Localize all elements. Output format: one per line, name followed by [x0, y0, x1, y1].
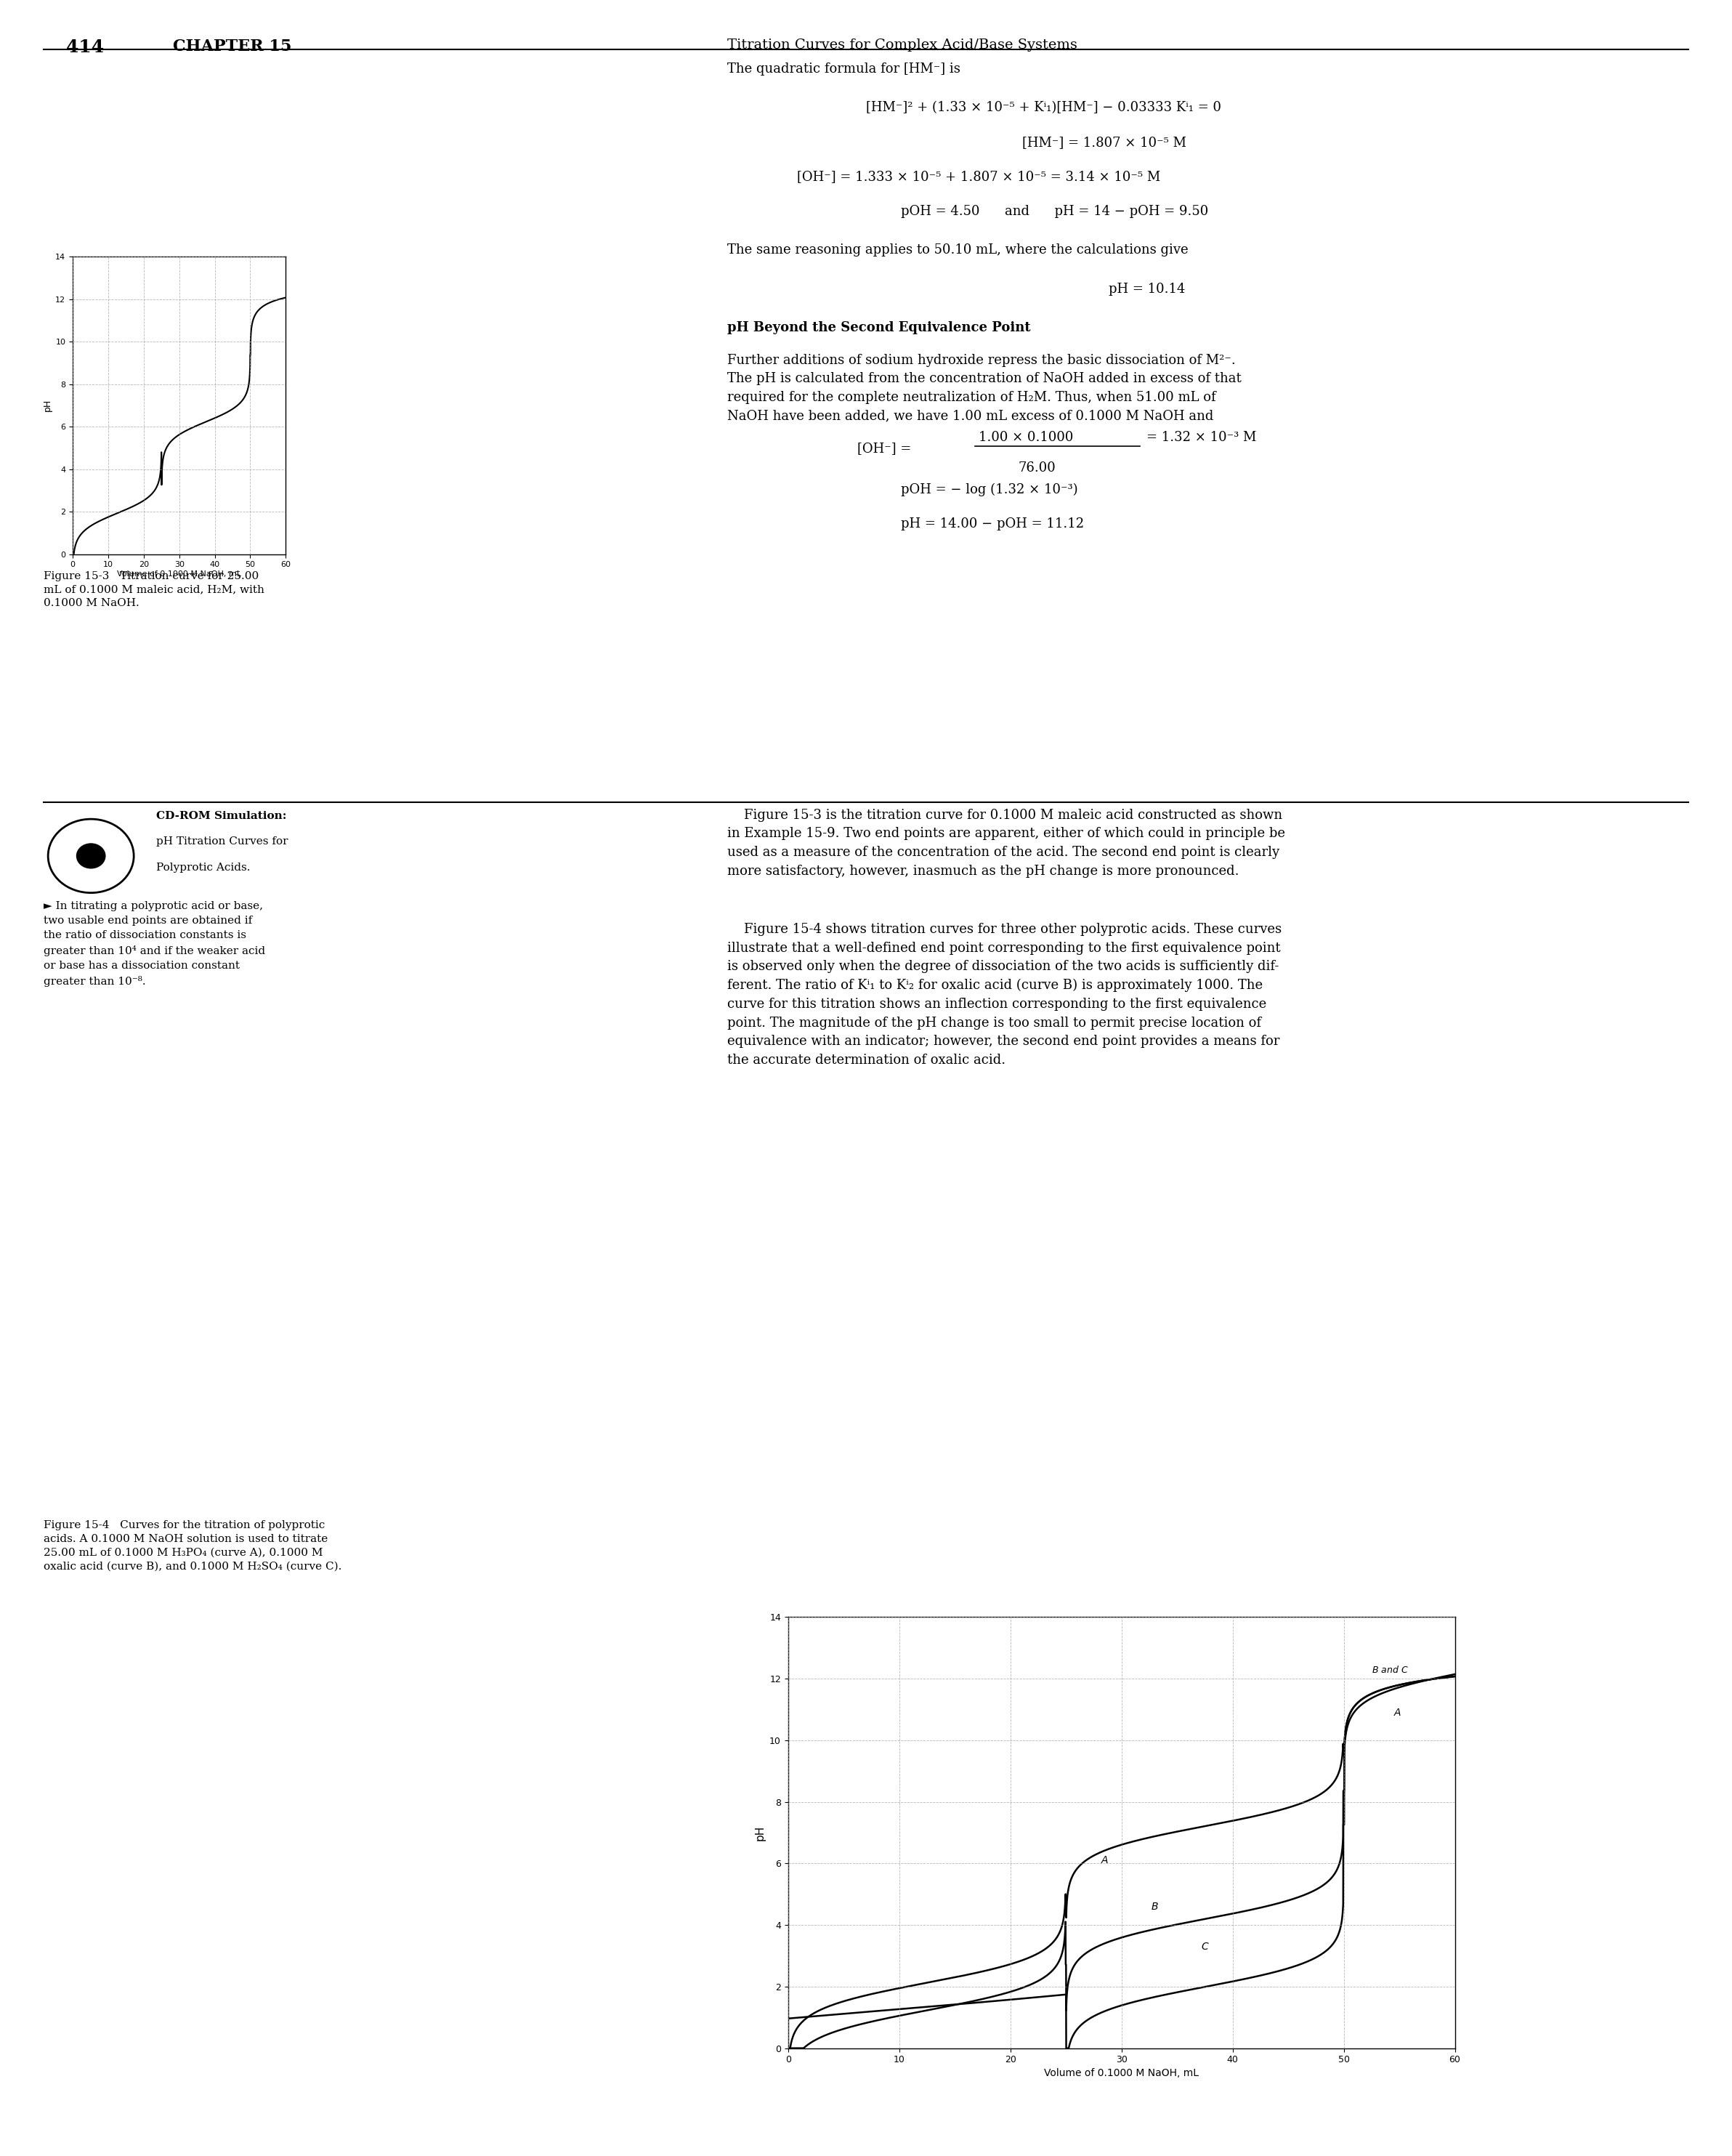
X-axis label: Volume of 0.1000 M NaOH, mL: Volume of 0.1000 M NaOH, mL [1044, 2068, 1199, 2078]
Text: CD-ROM Simulation:: CD-ROM Simulation: [156, 811, 286, 821]
Text: $C$: $C$ [1200, 1943, 1209, 1951]
Text: pH = 14.00 − pOH = 11.12: pH = 14.00 − pOH = 11.12 [901, 517, 1084, 530]
Text: The quadratic formula for [HM⁻] is: The quadratic formula for [HM⁻] is [727, 63, 961, 75]
Text: 414: 414 [66, 39, 104, 56]
Text: [HM⁻]² + (1.33 × 10⁻⁵ + Kⁱ₁)[HM⁻] − 0.03333 Kⁱ₁ = 0: [HM⁻]² + (1.33 × 10⁻⁵ + Kⁱ₁)[HM⁻] − 0.03… [866, 101, 1221, 114]
X-axis label: Volume of 0.1000 M NaOH, mL: Volume of 0.1000 M NaOH, mL [118, 571, 241, 578]
Text: The same reasoning applies to 50.10 mL, where the calculations give: The same reasoning applies to 50.10 mL, … [727, 244, 1188, 257]
Text: pH = 10.14: pH = 10.14 [1108, 282, 1185, 295]
Text: pH Beyond the Second Equivalence Point: pH Beyond the Second Equivalence Point [727, 321, 1031, 334]
Text: Further additions of sodium hydroxide repress the basic dissociation of M²⁻.
The: Further additions of sodium hydroxide re… [727, 354, 1242, 423]
Circle shape [76, 843, 106, 869]
Y-axis label: pH: pH [43, 399, 52, 412]
Text: pOH = − log (1.32 × 10⁻³): pOH = − log (1.32 × 10⁻³) [901, 483, 1077, 496]
Text: Titration Curves for Complex Acid/Base Systems: Titration Curves for Complex Acid/Base S… [727, 39, 1077, 52]
Text: $A$: $A$ [1394, 1708, 1401, 1718]
Y-axis label: pH: pH [755, 1824, 766, 1841]
Text: $A$: $A$ [1102, 1856, 1108, 1865]
Text: [HM⁻] = 1.807 × 10⁻⁵ M: [HM⁻] = 1.807 × 10⁻⁵ M [1022, 136, 1186, 149]
Text: [OH⁻] =: [OH⁻] = [857, 442, 911, 455]
Text: ► In titrating a polyprotic acid or base,
two usable end points are obtained if
: ► In titrating a polyprotic acid or base… [43, 901, 265, 987]
Text: CHAPTER 15: CHAPTER 15 [173, 39, 293, 54]
Text: 1.00 × 0.1000: 1.00 × 0.1000 [979, 431, 1074, 444]
Text: pOH = 4.50      and      pH = 14 − pOH = 9.50: pOH = 4.50 and pH = 14 − pOH = 9.50 [901, 205, 1209, 218]
Text: 76.00: 76.00 [1018, 461, 1057, 474]
Text: Figure 15-4   Curves for the titration of polyprotic
acids. A 0.1000 M NaOH solu: Figure 15-4 Curves for the titration of … [43, 1520, 341, 1572]
Text: $B$ and $C$: $B$ and $C$ [1372, 1664, 1408, 1675]
Text: Figure 15-4 shows titration curves for three other polyprotic acids. These curve: Figure 15-4 shows titration curves for t… [727, 923, 1282, 1067]
Text: = 1.32 × 10⁻³ M: = 1.32 × 10⁻³ M [1147, 431, 1256, 444]
Text: pH Titration Curves for: pH Titration Curves for [156, 837, 288, 847]
Text: [OH⁻] = 1.333 × 10⁻⁵ + 1.807 × 10⁻⁵ = 3.14 × 10⁻⁵ M: [OH⁻] = 1.333 × 10⁻⁵ + 1.807 × 10⁻⁵ = 3.… [797, 170, 1160, 183]
Text: Figure 15-3   Titration curve for 25.00
mL of 0.1000 M maleic acid, H₂M, with
0.: Figure 15-3 Titration curve for 25.00 mL… [43, 571, 263, 608]
Text: $B$: $B$ [1152, 1902, 1159, 1912]
Text: Figure 15-3 is the titration curve for 0.1000 M maleic acid constructed as shown: Figure 15-3 is the titration curve for 0… [727, 808, 1285, 877]
Text: Polyprotic Acids.: Polyprotic Acids. [156, 862, 249, 873]
